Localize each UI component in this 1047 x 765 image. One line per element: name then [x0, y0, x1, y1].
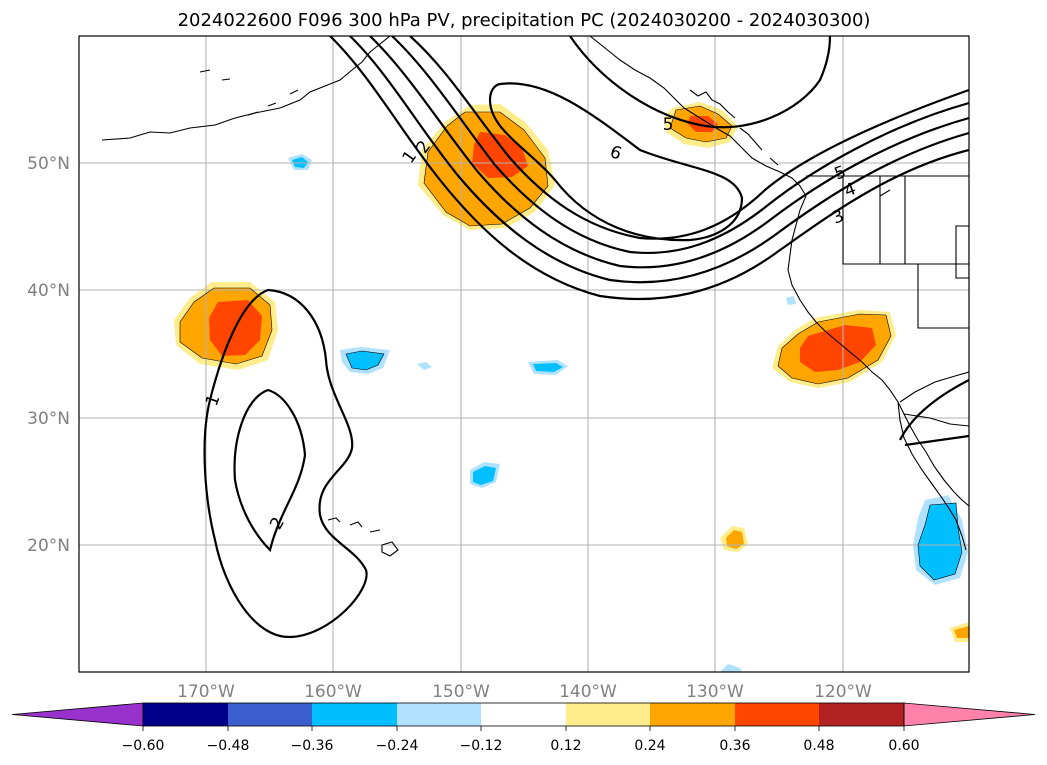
pv-contour-jet-2 [349, 36, 969, 284]
colorbar-tick-label: 0.48 [803, 738, 834, 754]
lon-label-170w: 170°W [177, 682, 235, 702]
colorbar-segment [735, 703, 819, 726]
colorbar: −0.60 −0.48 −0.36 −0.24 −0.12 0.12 0.24 … [11, 702, 1036, 754]
pv-contour-jet-4 [391, 36, 969, 254]
coast-hawaii [327, 517, 399, 557]
colorbar-extend-right [903, 702, 1036, 727]
colorbar-tick-label: 0.36 [719, 738, 750, 754]
precip-spot-neg-mid [918, 503, 962, 580]
precip-spot-neg-mid [346, 351, 384, 370]
colorbar-tick-label: −0.12 [460, 738, 503, 754]
colorbar-tick-label: −0.60 [122, 738, 165, 754]
precip-spot-neg [786, 296, 796, 305]
precip-spot-pos-mid [726, 530, 744, 549]
coast-alaska-panhandle [589, 36, 807, 197]
lon-label-150w: 150°W [432, 682, 490, 702]
colorbar-tick-label: −0.48 [207, 738, 250, 754]
pv-contour-southeast-2 [904, 434, 969, 447]
precip-blob-west [174, 282, 278, 370]
lon-label-130w: 130°W [686, 682, 744, 702]
gridlines [79, 36, 969, 672]
coast-southeast-mainland [899, 371, 969, 403]
pv-label-coast-5: 5 [663, 115, 674, 135]
lat-label-40n: 40°N [27, 281, 70, 301]
precip-outline-california [777, 313, 892, 385]
colorbar-tick-label: 0.60 [888, 738, 919, 754]
pv-contour-trough-inner [233, 388, 307, 553]
coast-us-west [787, 195, 969, 507]
colorbar-segment [228, 703, 312, 726]
precip-outline-west [179, 287, 273, 365]
precip-outline-gulf [423, 111, 549, 227]
precip-outline-neg-east [917, 502, 963, 581]
pv-contour-trough-outer [203, 288, 368, 639]
lon-label-120w: 120°W [814, 682, 872, 702]
lat-labels: 50°N 40°N 30°N 20°N [27, 154, 70, 556]
coast-alaska-islands [199, 69, 299, 116]
colorbar-segment [566, 703, 650, 726]
border-states [842, 176, 969, 329]
precip-spot-pos-mid [954, 626, 969, 638]
precip-level-high [688, 116, 718, 132]
lon-labels: 170°W 160°W 150°W 140°W 130°W 120°W [177, 682, 872, 702]
colorbar-frame [142, 702, 905, 727]
colorbar-ticks [142, 726, 905, 731]
precip-spot-neg-mid [533, 363, 563, 372]
pv-contour-jet-3 [369, 36, 969, 269]
colorbar-segment [143, 703, 228, 726]
precip-outline-neg-hawaii [345, 350, 385, 371]
precip-outline-bc [669, 105, 733, 143]
precip-level-high [472, 132, 528, 178]
pv-contour-north [569, 36, 832, 129]
lat-label-20n: 20°N [27, 536, 70, 556]
lat-label-30n: 30°N [27, 409, 70, 429]
colorbar-segment [481, 703, 566, 726]
pv-contour-southeast [899, 379, 969, 441]
coast-bc-fjords [689, 89, 779, 166]
colorbar-segment [397, 703, 481, 726]
map-panel: 1 2 1 2 6 5 3 4 5 [78, 35, 970, 673]
colorbar-segment [650, 703, 735, 726]
pv-contours [203, 36, 969, 639]
colorbar-tick-label: 0.24 [634, 738, 665, 754]
pv-contour-jet-5 [409, 36, 969, 240]
pv-contour-jet-1 [329, 36, 969, 301]
colorbar-tick-labels: −0.60 −0.48 −0.36 −0.24 −0.12 0.12 0.24 … [122, 738, 920, 754]
colorbar-segment [312, 703, 397, 726]
lon-label-140w: 140°W [559, 682, 617, 702]
colorbar-tick-label: −0.36 [291, 738, 334, 754]
precip-spot-neg [720, 664, 742, 672]
map-frame [78, 35, 970, 673]
precip-blob-california [772, 310, 896, 388]
colorbar-segment [819, 703, 904, 726]
pv-contour-ridge [488, 82, 744, 242]
precip-spot-neg [417, 362, 432, 370]
precip-outlines [179, 105, 963, 581]
colorbar-extend-left [11, 702, 144, 727]
precip-spot-neg-mid [473, 466, 496, 485]
lon-label-160w: 160°W [304, 682, 362, 702]
lat-label-50n: 50°N [27, 154, 70, 174]
figure-title: 2024022600 F096 300 hPa PV, precipitatio… [178, 10, 871, 31]
coast-alaska-aleutians [101, 36, 391, 141]
precip-level-high [800, 325, 876, 372]
colorbar-tick-label: 0.12 [550, 738, 581, 754]
colorbar-tick-label: −0.24 [376, 738, 419, 754]
